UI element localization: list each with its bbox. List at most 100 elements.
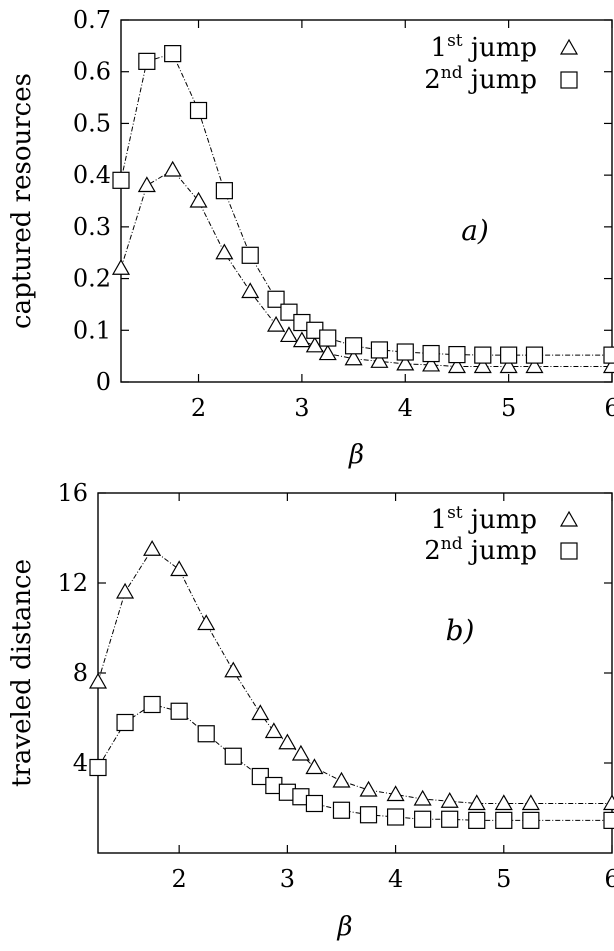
panel-a: 2 3 4 5 6 0 0.1 0.2 0.3 0.4 0.5 0.6 0.7 β captured res…	[7, 6, 614, 470]
square-marker	[603, 346, 614, 364]
square-marker	[474, 346, 492, 364]
square-marker	[215, 182, 233, 200]
triangle-marker	[422, 355, 441, 372]
y-tick-label: 0.3	[73, 213, 111, 241]
y-tick-label: 0	[96, 368, 111, 396]
triangle-marker	[332, 771, 351, 788]
triangle-marker	[447, 357, 466, 374]
panel-label: a)	[461, 214, 489, 247]
square-marker	[370, 341, 389, 359]
triangle-marker	[163, 160, 182, 177]
triangle-marker	[473, 357, 492, 374]
triangle-marker	[116, 582, 135, 599]
square-marker	[138, 52, 156, 70]
square-marker	[267, 290, 285, 308]
legend-label: 1st jump	[431, 31, 537, 63]
legend-label: 2nd jump	[424, 63, 537, 95]
square-marker	[414, 810, 432, 828]
square-marker	[112, 171, 130, 189]
x-tick-label: 5	[496, 865, 511, 893]
square-marker	[441, 810, 459, 828]
square-marker	[116, 713, 134, 732]
square-marker	[305, 794, 324, 813]
triangle-marker	[370, 352, 389, 368]
triangle-marker	[170, 560, 189, 577]
triangle-marker	[386, 785, 405, 802]
x-tick-label: 3	[280, 865, 295, 893]
square-marker	[500, 346, 518, 364]
square-marker	[603, 811, 614, 829]
square-marker	[359, 806, 378, 824]
x-axis-label: β	[336, 912, 352, 942]
legend-triangle-marker	[559, 38, 579, 55]
legend-square-marker	[560, 542, 578, 560]
y-tick-label: 0.5	[73, 109, 111, 137]
triangle-marker	[264, 722, 283, 739]
square-marker	[280, 303, 298, 321]
triangle-marker	[359, 780, 378, 797]
x-tick-label: 5	[501, 394, 516, 422]
square-marker	[189, 101, 208, 120]
triangle-marker	[278, 733, 297, 750]
y-tick-label: 0.4	[73, 161, 111, 189]
square-marker	[170, 702, 188, 720]
triangle-marker	[189, 191, 208, 208]
triangle-marker	[292, 331, 311, 348]
square-marker	[319, 329, 337, 347]
triangle-marker	[467, 794, 486, 811]
y-tick-label: 0.6	[73, 58, 111, 86]
square-marker	[197, 725, 215, 743]
square-marker	[448, 345, 466, 364]
triangle-marker	[305, 336, 324, 353]
y-tick-label: 4	[73, 749, 88, 777]
triangle-marker	[267, 315, 286, 332]
plot-frame	[120, 19, 613, 383]
triangle-marker	[241, 282, 260, 299]
x-tick-label: 6	[604, 865, 614, 893]
x-axis-label: β	[348, 440, 364, 470]
legend-label: 1st jump	[431, 503, 537, 535]
x-tick-label: 2	[191, 394, 206, 422]
square-marker	[143, 695, 161, 714]
square-marker	[241, 246, 259, 264]
y-tick-label: 0.7	[73, 6, 111, 34]
y-axis-label: traveled distance	[7, 559, 37, 787]
triangle-marker	[440, 792, 459, 808]
triangle-marker	[251, 704, 270, 721]
triangle-marker	[413, 789, 432, 806]
x-tick-label: 3	[294, 394, 309, 422]
y-tick-label: 0.1	[73, 316, 111, 344]
square-marker	[386, 808, 405, 826]
triangle-marker	[396, 354, 415, 371]
triangle-marker	[215, 243, 234, 260]
square-marker	[164, 45, 182, 63]
triangle-marker	[111, 259, 131, 275]
x-tick-label: 4	[398, 394, 413, 422]
triangle-marker	[224, 661, 243, 678]
square-marker	[468, 811, 486, 829]
y-tick-label: 16	[57, 479, 88, 507]
panel-b: 2 3 4 5 6 4 8 12 16 β traveled distance b) 1st jump2…	[7, 479, 614, 942]
legend-label: 2nd jump	[424, 534, 537, 566]
square-marker	[525, 346, 544, 364]
legend-square-marker	[560, 71, 578, 89]
x-tick-label: 6	[604, 394, 614, 422]
y-axis-label: captured resources	[7, 73, 37, 329]
triangle-marker	[499, 357, 518, 374]
triangle-marker	[88, 672, 108, 689]
y-tick-label: 8	[73, 659, 88, 687]
triangle-marker	[344, 349, 363, 366]
series-line-1	[97, 548, 612, 804]
x-tick-label: 4	[388, 865, 403, 893]
square-marker	[522, 811, 540, 829]
triangle-marker	[305, 758, 324, 775]
triangle-marker	[602, 794, 614, 811]
square-marker	[332, 801, 351, 819]
square-marker	[396, 343, 414, 361]
square-marker	[495, 811, 513, 829]
square-marker	[89, 758, 107, 777]
triangle-marker	[137, 176, 156, 193]
triangle-marker	[197, 614, 216, 631]
y-tick-label: 12	[57, 569, 88, 597]
